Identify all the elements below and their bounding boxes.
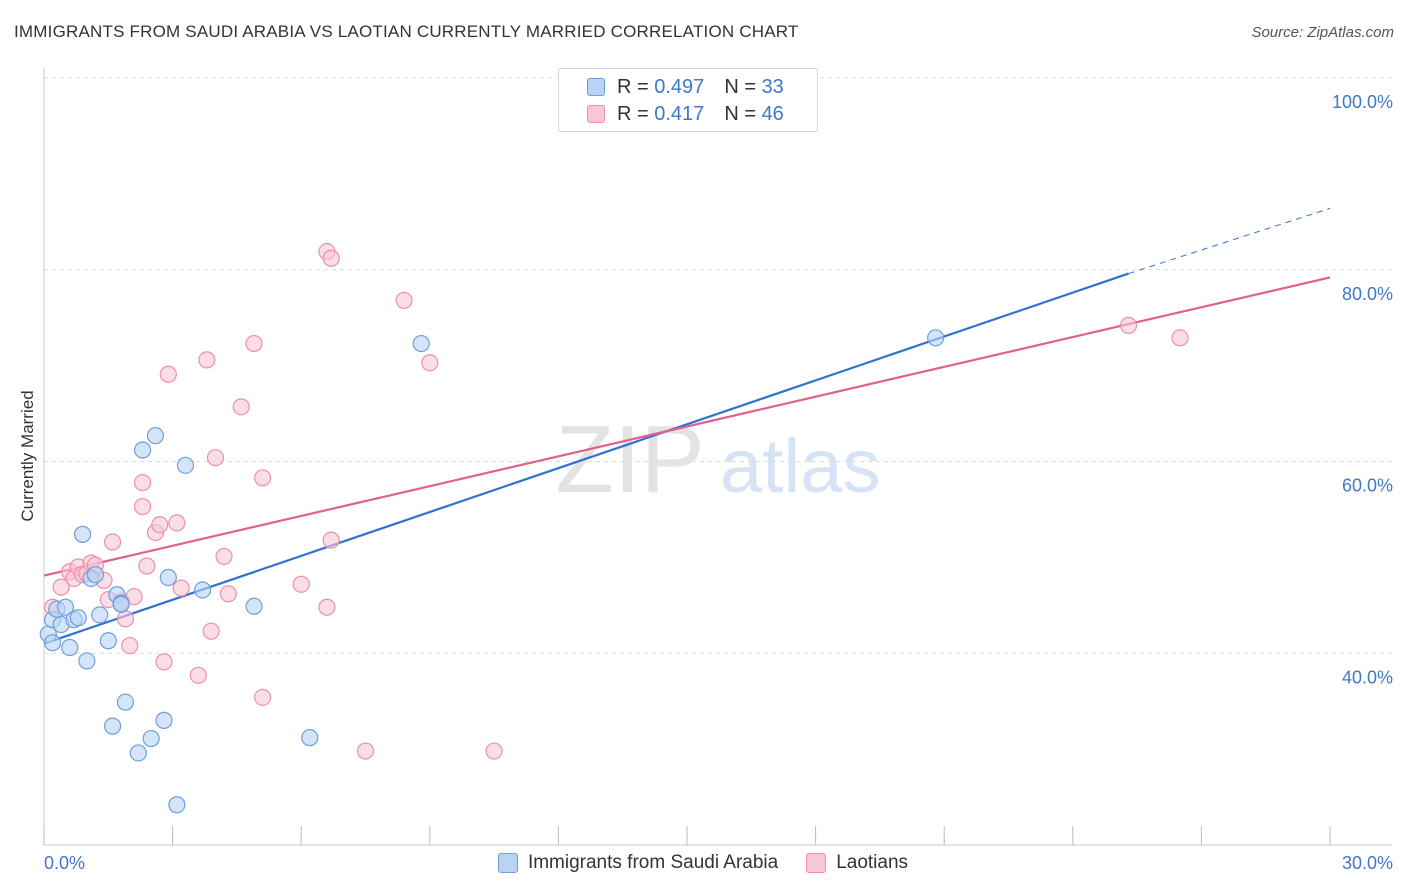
point-laotians [189,666,207,684]
point-saudi [69,609,87,627]
grid-lines [44,77,1392,654]
point-laotians [322,249,340,267]
point-saudi [927,329,945,347]
point-saudi [129,744,147,762]
point-saudi [73,525,92,543]
legend-item-saudi[interactable]: Immigrants from Saudi Arabia [497,852,779,874]
point-laotians [318,598,336,616]
point-saudi [56,598,75,616]
correlation-legend: R = 0.497 N = 33 R = 0.417 N = 46 [558,68,818,132]
x-tick-label: 30.0% [1342,853,1393,873]
point-laotians [322,531,340,549]
point-saudi [159,568,177,587]
point-laotians [133,497,152,516]
point-laotians [219,585,237,603]
legend-swatch-laotians [806,853,827,873]
point-laotians [159,365,177,383]
source-label: Source: ZipAtlas.com [1251,24,1394,41]
point-saudi [176,456,195,474]
legend-swatch-laotians [587,105,605,123]
trend-extension-saudi [1128,207,1331,275]
point-laotians [121,636,139,655]
point-saudi [99,632,117,650]
legend-swatch-saudi [587,78,605,96]
watermark-atlas: atlas [720,424,881,509]
y-tick-label: 100.0% [1332,92,1393,112]
point-saudi [103,717,122,735]
point-laotians [485,742,503,760]
watermark-zip: ZIP [555,406,704,513]
point-saudi [412,334,430,353]
point-saudi [133,441,152,459]
point-saudi [86,566,105,584]
legend-label-saudi: Immigrants from Saudi Arabia [527,852,779,873]
point-laotians [198,351,216,369]
point-saudi [142,729,160,748]
point-laotians [202,622,220,640]
legend-r-value: 0.417 [654,102,705,125]
point-saudi [301,729,319,747]
point-laotians [116,610,135,628]
trend-line-laotians [43,276,1331,577]
point-saudi [116,693,135,711]
axes [43,68,1392,846]
legend-r-value: 0.497 [654,75,705,98]
point-saudi [78,652,96,670]
legend-n-label: N = [724,102,756,125]
point-saudi [146,427,165,445]
legend-row-laotians: R = 0.417 N = 46 [587,102,784,126]
point-laotians [52,578,70,596]
data-points [39,242,1189,814]
legend-n-value: 33 [761,75,784,98]
point-saudi [194,581,212,599]
watermark: ZIP atlas [555,406,880,513]
series-legend: Immigrants from Saudi Arabia Laotians [0,852,1406,874]
legend-swatch-saudi [497,853,518,873]
point-laotians [292,575,310,593]
point-laotians [254,688,272,706]
y-tick-label: 60.0% [1342,476,1393,496]
point-laotians [356,742,375,760]
y-tick-label: 40.0% [1342,667,1393,687]
point-saudi [91,606,109,624]
point-laotians [232,398,250,416]
point-saudi [112,595,130,613]
point-saudi [43,634,62,652]
y-tick-label: 80.0% [1342,284,1393,304]
point-laotians [215,547,233,566]
point-laotians [103,533,122,551]
point-laotians [1119,316,1138,334]
point-laotians [151,516,169,534]
point-laotians [395,291,413,310]
legend-r-label: R = [617,102,649,125]
point-laotians [254,469,272,487]
trend-lines [43,207,1331,645]
point-laotians [172,579,190,597]
legend-row-saudi: R = 0.497 N = 33 [587,75,784,99]
tick-labels: 40.0% 60.0% 80.0% 100.0% 0.0% 30.0% [44,92,1393,873]
point-laotians [421,354,439,372]
point-laotians [168,514,186,532]
point-laotians [133,473,152,492]
point-saudi [155,711,173,729]
legend-item-laotians[interactable]: Laotians [806,852,908,874]
trend-line-saudi [43,272,1129,645]
x-tick-label: 0.0% [44,853,85,873]
legend-r-label: R = [617,75,649,98]
point-laotians [1171,329,1189,347]
point-saudi [168,796,186,814]
point-laotians [206,449,225,467]
legend-n-value: 46 [761,102,784,125]
point-laotians [245,334,263,353]
point-saudi [245,597,263,615]
chart-title: IMMIGRANTS FROM SAUDI ARABIA VS LAOTIAN … [14,22,799,41]
point-laotians [155,653,173,671]
legend-label-laotians: Laotians [836,852,909,873]
legend-n-label: N = [724,75,756,98]
point-saudi [61,638,79,657]
point-laotians [138,557,156,575]
